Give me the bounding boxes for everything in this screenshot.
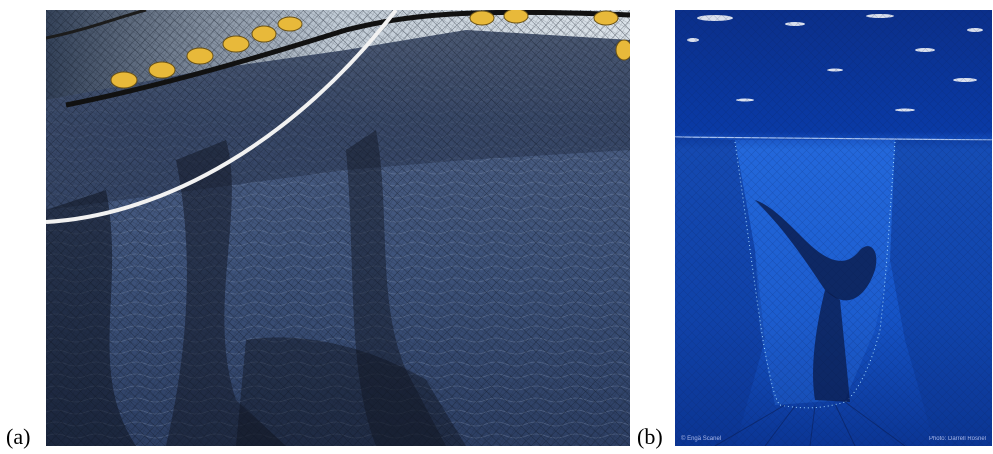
panel-b-label: (b) bbox=[637, 424, 663, 449]
panel-a-label: (a) bbox=[6, 424, 31, 449]
underwater-net-image bbox=[675, 10, 992, 446]
panel-a-photo bbox=[46, 10, 630, 446]
panel-b-photo: © Engä Scanel Photo: Darrell Rosnel bbox=[675, 10, 992, 446]
purse-seine-net-image bbox=[46, 10, 630, 446]
photo-credit-left: © Engä Scanel bbox=[681, 436, 722, 442]
photo-credit-right: Photo: Darrell Rosnel bbox=[928, 436, 986, 442]
